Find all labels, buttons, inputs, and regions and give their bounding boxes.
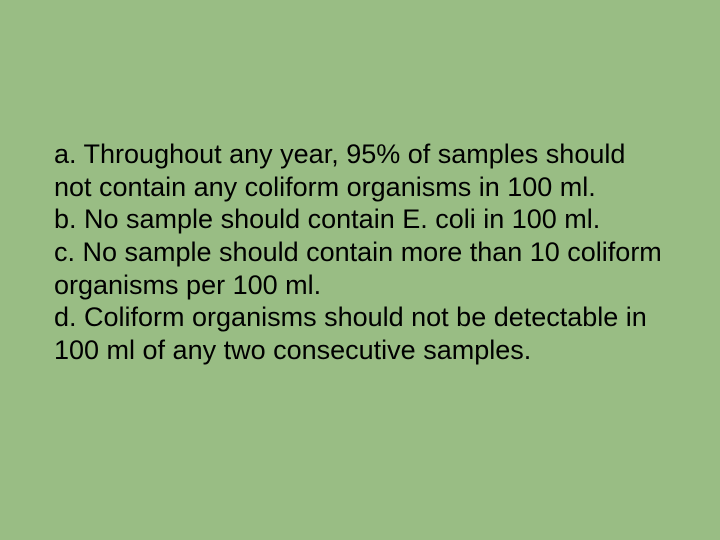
item-d: d. Coliform organisms should not be dete… <box>54 301 664 366</box>
content-block: a. Throughout any year, 95% of samples s… <box>54 138 664 367</box>
slide: a. Throughout any year, 95% of samples s… <box>0 0 720 540</box>
item-a: a. Throughout any year, 95% of samples s… <box>54 138 664 203</box>
item-c: c. No sample should contain more than 10… <box>54 236 664 301</box>
item-b: b. No sample should contain E. coli in 1… <box>54 203 664 236</box>
